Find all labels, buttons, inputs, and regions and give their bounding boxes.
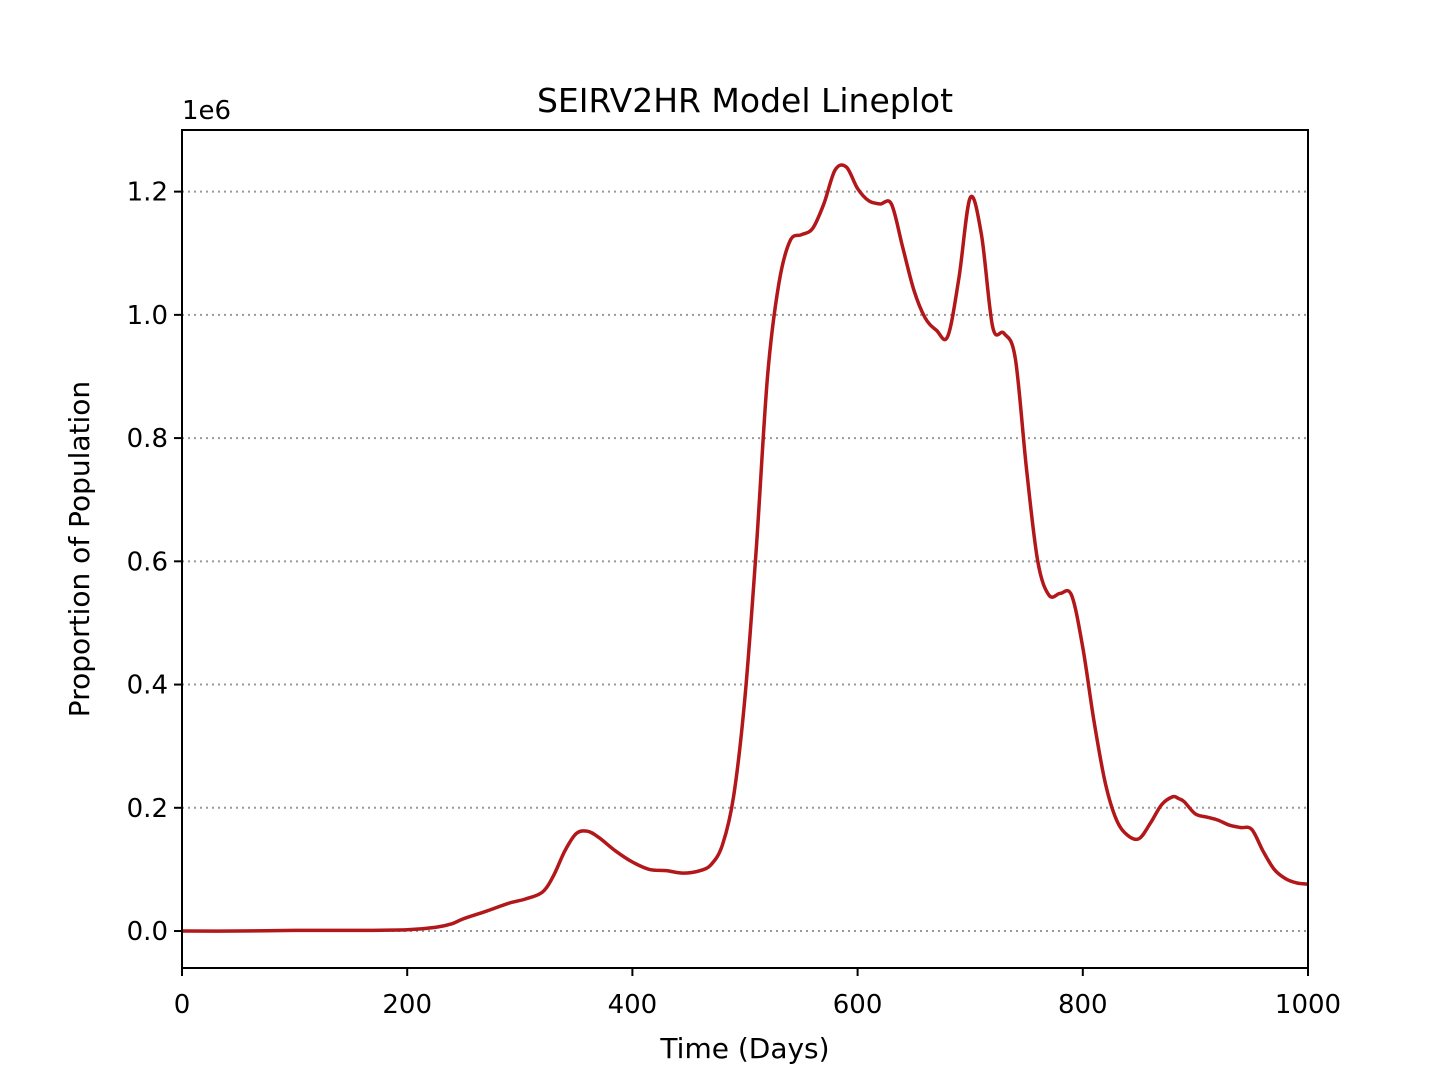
y-tick-label: 0.0 [127,917,168,947]
series-group [181,163,1309,933]
y-axis-label: Proportion of Population [63,381,96,717]
x-axis-ticks: 0 200 400 600 800 1000 [174,968,1341,1020]
x-tick-label: 0 [174,990,191,1020]
y-tick-label: 1.2 [127,178,168,208]
x-axis-label: Time (Days) [659,1032,829,1065]
series-line [181,163,1309,933]
y-axis-offset-label: 1e6 [182,96,231,126]
x-tick-label: 400 [608,990,658,1020]
x-tick-label: 600 [833,990,883,1020]
y-tick-label: 1.0 [127,301,168,331]
chart-title: SEIRV2HR Model Lineplot [537,81,953,120]
x-tick-label: 200 [382,990,432,1020]
y-tick-label: 0.8 [127,424,168,454]
y-tick-label: 0.4 [127,671,168,701]
x-tick-label: 1000 [1275,990,1341,1020]
y-tick-label: 0.6 [127,547,168,577]
y-axis-ticks: 0.0 0.2 0.4 0.6 0.8 1.0 1.2 [127,178,182,947]
y-tick-label: 0.2 [127,794,168,824]
x-tick-label: 800 [1058,990,1108,1020]
plot-frame [181,129,1309,969]
